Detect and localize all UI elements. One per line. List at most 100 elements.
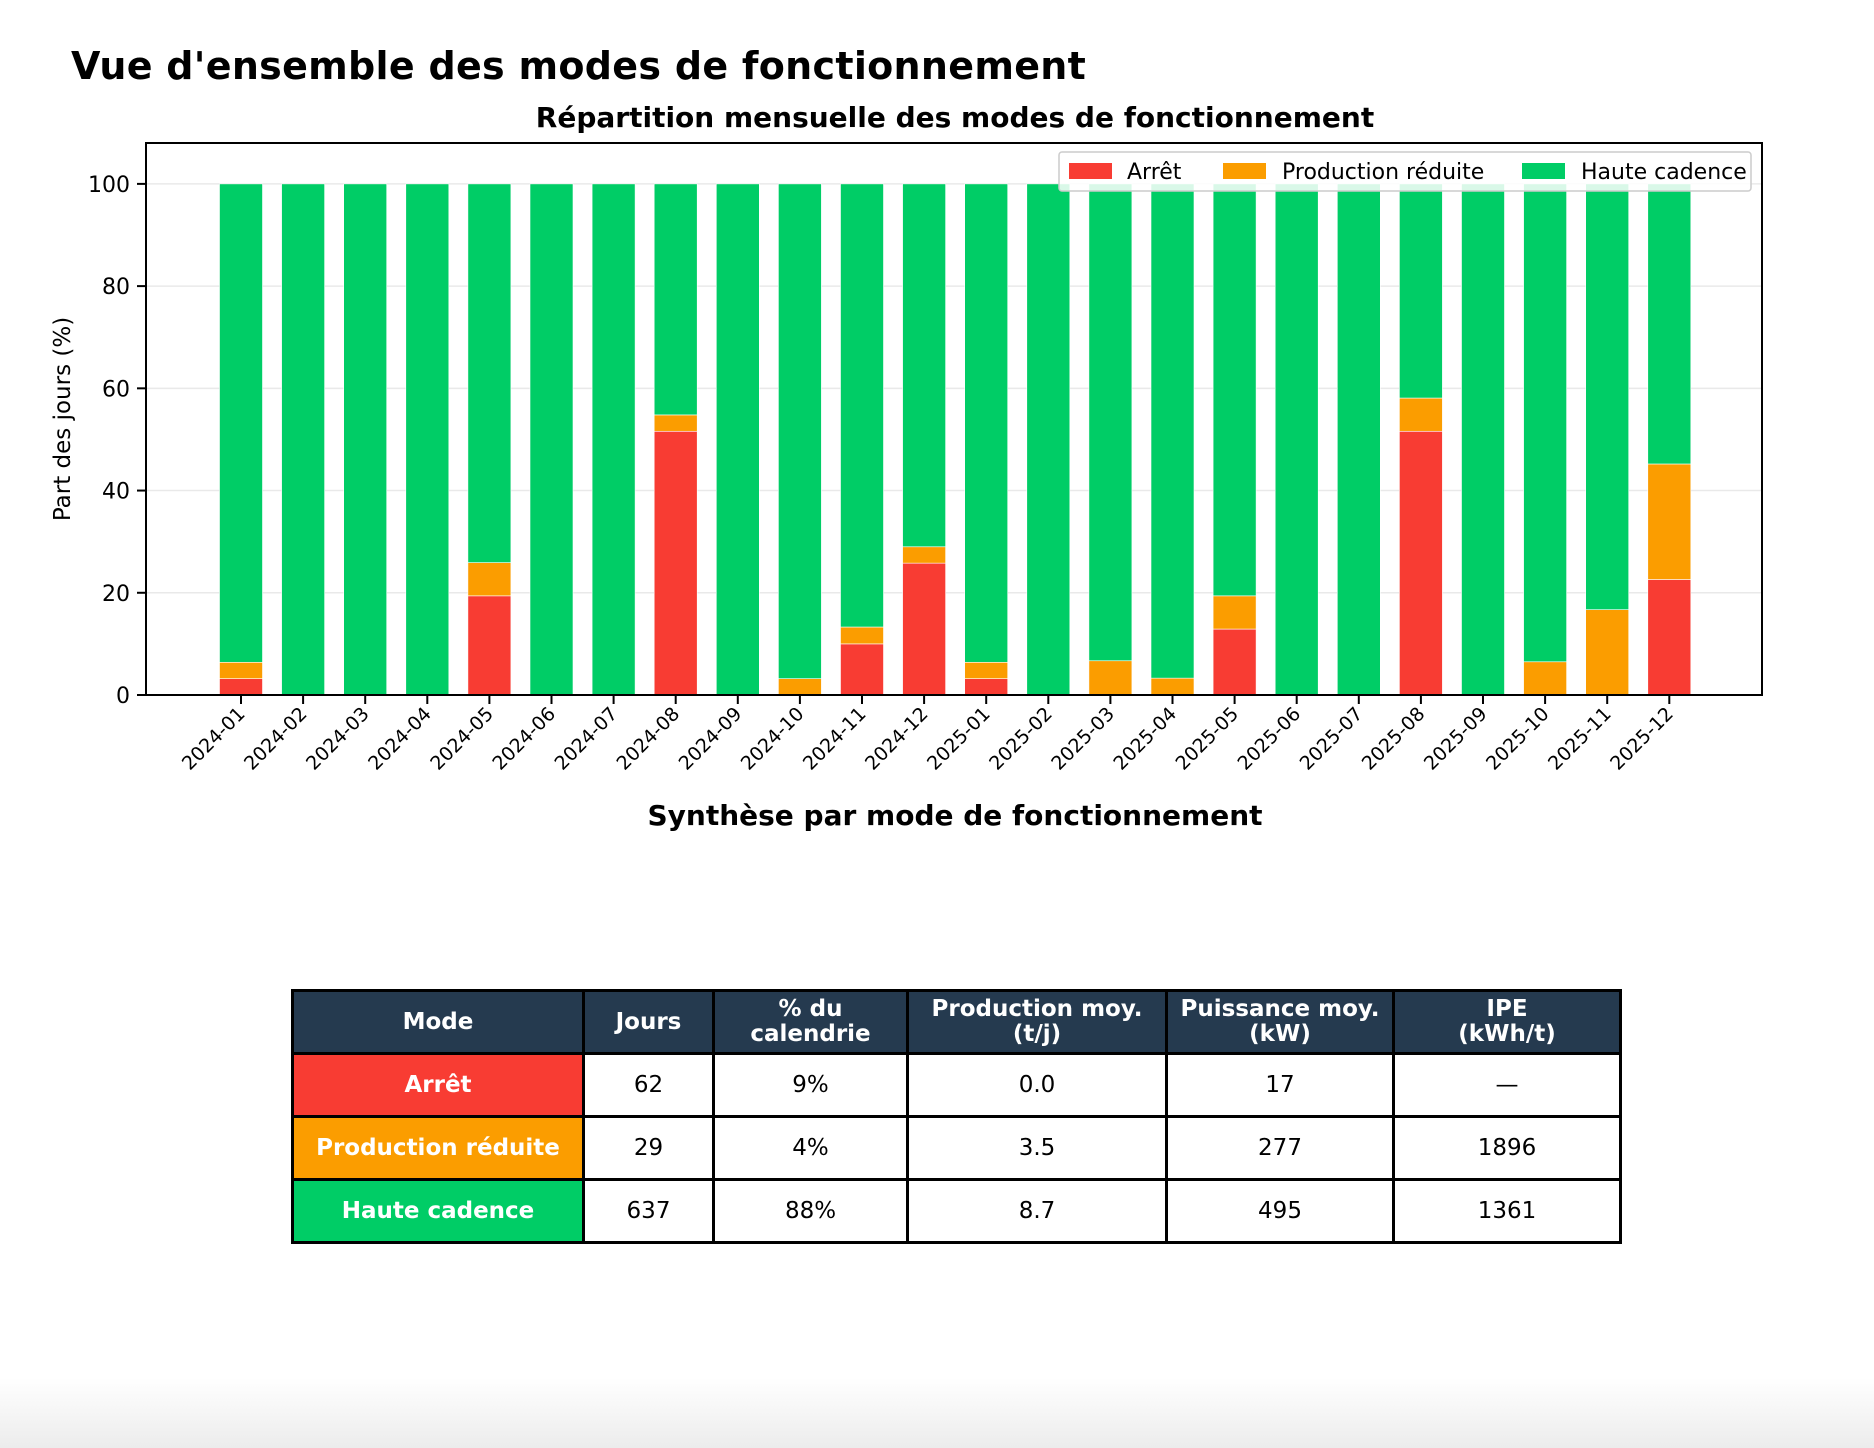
col-header-production: Production moy. (t/j) bbox=[906, 989, 1168, 1055]
x-tick-label: 2024-05 bbox=[426, 703, 498, 775]
bar-segment bbox=[467, 562, 512, 597]
jours-cell: 637 bbox=[582, 1178, 715, 1244]
bar-segment bbox=[405, 183, 450, 696]
production-cell: 0.0 bbox=[906, 1052, 1168, 1118]
x-tick-label: 2024-09 bbox=[675, 703, 747, 775]
bar-segment bbox=[964, 183, 1009, 663]
bar-segment bbox=[1212, 628, 1257, 696]
y-tick-label: 0 bbox=[116, 684, 130, 709]
bar-segment bbox=[840, 183, 884, 628]
x-tick-label: 2024-07 bbox=[550, 703, 622, 775]
y-tick-label: 100 bbox=[88, 173, 130, 198]
bar-segment bbox=[1337, 183, 1381, 696]
bar-segment bbox=[1399, 430, 1443, 696]
bar-segment bbox=[1585, 609, 1629, 696]
x-tick-label: 2025-01 bbox=[923, 703, 995, 775]
x-tick-label: 2025-10 bbox=[1482, 703, 1554, 775]
legend-box bbox=[1058, 151, 1752, 192]
x-tick-label: 2024-12 bbox=[861, 703, 933, 775]
ipe-cell: — bbox=[1392, 1052, 1622, 1118]
chart-title: Répartition mensuelle des modes de fonct… bbox=[535, 101, 1375, 134]
page-bottom-shade bbox=[0, 1378, 1874, 1448]
x-tick-label: 2025-09 bbox=[1420, 703, 1492, 775]
production-cell: 8.7 bbox=[906, 1178, 1168, 1244]
col-header-jours: Jours bbox=[582, 989, 715, 1055]
bar-segment bbox=[1461, 183, 1505, 696]
y-axis-label: Part des jours (%) bbox=[50, 317, 76, 521]
legend-label: Haute cadence bbox=[1581, 160, 1747, 185]
bar-segment bbox=[467, 595, 512, 696]
table-row: Haute cadence 637 88% 8.7 495 1361 bbox=[291, 1178, 1622, 1244]
bar-segment bbox=[1399, 397, 1443, 432]
jours-cell: 29 bbox=[582, 1115, 715, 1181]
legend-label: Production réduite bbox=[1282, 160, 1484, 185]
bar-segment bbox=[343, 183, 388, 696]
mode-cell: Arrêt bbox=[291, 1052, 585, 1118]
table-row: Production réduite 29 4% 3.5 277 1896 bbox=[291, 1115, 1622, 1181]
x-tick-label: 2025-06 bbox=[1234, 703, 1306, 775]
pct-cell: 4% bbox=[712, 1115, 909, 1181]
bar-segment bbox=[467, 183, 512, 563]
bar-segment bbox=[219, 661, 263, 679]
x-tick-label: 2024-03 bbox=[302, 703, 374, 775]
x-tick-label: 2024-01 bbox=[178, 703, 250, 775]
summary-table: Mode Jours % du calendrie Production moy… bbox=[291, 989, 1622, 1244]
table-title: Synthèse par mode de fonctionnement bbox=[647, 799, 1263, 832]
bar-segment bbox=[219, 678, 263, 696]
x-tick-label: 2025-12 bbox=[1606, 703, 1678, 775]
bar-segment bbox=[840, 643, 884, 696]
puissance-cell: 495 bbox=[1165, 1178, 1395, 1244]
legend-swatch bbox=[1223, 163, 1266, 179]
bar-segment bbox=[902, 183, 946, 548]
y-tick-label: 40 bbox=[102, 480, 130, 505]
x-tick-label: 2025-03 bbox=[1047, 703, 1119, 775]
bar-segment bbox=[219, 183, 263, 663]
x-tick-label: 2025-05 bbox=[1171, 703, 1243, 775]
x-tick-label: 2024-06 bbox=[488, 703, 560, 775]
ipe-cell: 1361 bbox=[1392, 1178, 1622, 1244]
page-title: Vue d'ensemble des modes de fonctionneme… bbox=[71, 44, 1087, 88]
bar-segment bbox=[1647, 183, 1692, 465]
mode-cell: Haute cadence bbox=[291, 1178, 585, 1244]
bar-segment bbox=[529, 183, 574, 696]
bar-segment bbox=[1647, 579, 1692, 696]
bar-segment bbox=[1274, 183, 1319, 696]
pct-cell: 9% bbox=[712, 1052, 909, 1118]
bar-segment bbox=[1399, 183, 1443, 399]
x-tick-label: 2024-04 bbox=[364, 703, 436, 775]
x-tick-label: 2025-04 bbox=[1109, 703, 1181, 775]
y-tick-label: 80 bbox=[102, 275, 130, 300]
bar-segment bbox=[715, 183, 760, 696]
bar-segment bbox=[778, 183, 822, 679]
production-cell: 3.5 bbox=[906, 1115, 1168, 1181]
table-row: Arrêt 62 9% 0.0 17 — bbox=[291, 1052, 1622, 1118]
bar-segment bbox=[902, 546, 946, 564]
bar-segment bbox=[1026, 183, 1071, 696]
mode-cell: Production réduite bbox=[291, 1115, 585, 1181]
bar-segment bbox=[1150, 677, 1195, 696]
puissance-cell: 17 bbox=[1165, 1052, 1395, 1118]
bar-segment bbox=[1523, 183, 1567, 663]
col-header-mode: Mode bbox=[291, 989, 585, 1055]
x-tick-label: 2024-10 bbox=[737, 703, 809, 775]
x-tick-label: 2025-11 bbox=[1544, 703, 1616, 775]
bar-segment bbox=[1150, 183, 1195, 679]
bar-segment bbox=[653, 430, 698, 696]
col-header-puissance: Puissance moy. (kW) bbox=[1165, 989, 1395, 1055]
legend-swatch bbox=[1522, 163, 1565, 179]
col-header-ipe: IPE (kWh/t) bbox=[1392, 989, 1622, 1055]
bar-segment bbox=[1212, 595, 1257, 630]
legend-label: Arrêt bbox=[1127, 160, 1182, 185]
bar-segment bbox=[653, 414, 698, 432]
bar-segment bbox=[840, 626, 884, 645]
bar-segment bbox=[778, 678, 822, 696]
table-header-row: Mode Jours % du calendrie Production moy… bbox=[291, 989, 1622, 1055]
col-header-pct: % du calendrie bbox=[712, 989, 909, 1055]
x-tick-label: 2025-08 bbox=[1358, 703, 1430, 775]
ipe-cell: 1896 bbox=[1392, 1115, 1622, 1181]
jours-cell: 62 bbox=[582, 1052, 715, 1118]
y-tick-label: 60 bbox=[102, 377, 130, 402]
bar-segment bbox=[1647, 463, 1692, 580]
x-tick-label: 2024-11 bbox=[799, 703, 871, 775]
